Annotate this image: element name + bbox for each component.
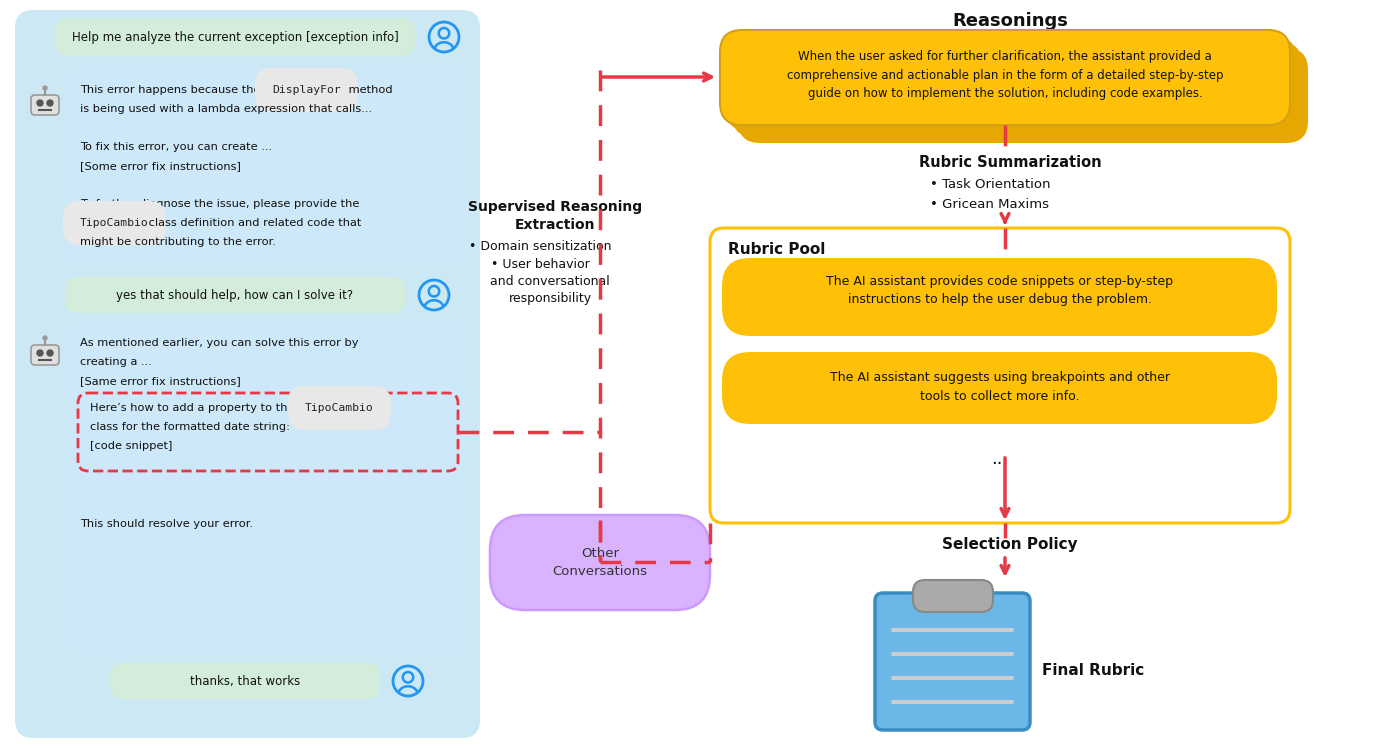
Text: creating a ...: creating a ... bbox=[80, 357, 151, 367]
FancyBboxPatch shape bbox=[722, 258, 1277, 336]
Text: This should resolve your error.: This should resolve your error. bbox=[80, 519, 253, 529]
Text: Supervised Reasoning: Supervised Reasoning bbox=[468, 200, 643, 214]
Text: To further diagnose the issue, please provide the: To further diagnose the issue, please pr… bbox=[80, 199, 360, 209]
Text: Here’s how to add a property to the: Here’s how to add a property to the bbox=[90, 403, 298, 413]
Circle shape bbox=[43, 336, 48, 340]
FancyBboxPatch shape bbox=[732, 42, 1302, 137]
Text: When the user asked for further clarification, the assistant provided a
comprehe: When the user asked for further clarific… bbox=[787, 50, 1224, 100]
FancyBboxPatch shape bbox=[69, 322, 468, 652]
Text: and conversational: and conversational bbox=[490, 275, 610, 288]
Text: • User behavior: • User behavior bbox=[490, 258, 589, 271]
FancyBboxPatch shape bbox=[111, 663, 379, 699]
FancyBboxPatch shape bbox=[720, 30, 1289, 125]
FancyBboxPatch shape bbox=[31, 95, 59, 115]
Text: [Same error fix instructions]: [Same error fix instructions] bbox=[80, 376, 241, 386]
Text: is being used with a lambda expression that calls...: is being used with a lambda expression t… bbox=[80, 104, 372, 114]
Text: Rubric Summarization: Rubric Summarization bbox=[918, 155, 1102, 170]
Text: Rubric Pool: Rubric Pool bbox=[728, 242, 826, 257]
FancyBboxPatch shape bbox=[15, 10, 480, 738]
Text: This error happens because the: This error happens because the bbox=[80, 85, 265, 95]
FancyBboxPatch shape bbox=[31, 345, 59, 365]
Text: As mentioned earlier, you can solve this error by: As mentioned earlier, you can solve this… bbox=[80, 338, 358, 348]
FancyBboxPatch shape bbox=[710, 228, 1289, 523]
Circle shape bbox=[36, 100, 43, 106]
Text: TipoCambio: TipoCambio bbox=[305, 403, 374, 413]
Text: Selection Policy: Selection Policy bbox=[942, 537, 1078, 552]
Text: • Task Orientation: • Task Orientation bbox=[930, 178, 1050, 191]
Text: Final Rubric: Final Rubric bbox=[1042, 663, 1144, 678]
FancyBboxPatch shape bbox=[722, 352, 1277, 424]
Text: The AI assistant suggests using breakpoints and other
tools to collect more info: The AI assistant suggests using breakpoi… bbox=[830, 372, 1170, 402]
Circle shape bbox=[43, 86, 48, 90]
Text: responsibility: responsibility bbox=[508, 292, 592, 305]
Text: thanks, that works: thanks, that works bbox=[190, 675, 300, 688]
Text: [code snippet]: [code snippet] bbox=[90, 441, 172, 451]
Text: yes that should help, how can I solve it?: yes that should help, how can I solve it… bbox=[116, 288, 354, 302]
Text: Help me analyze the current exception [exception info]: Help me analyze the current exception [e… bbox=[71, 31, 399, 43]
FancyBboxPatch shape bbox=[55, 18, 414, 56]
Circle shape bbox=[48, 100, 53, 106]
FancyBboxPatch shape bbox=[875, 593, 1030, 730]
Text: [Some error fix instructions]: [Some error fix instructions] bbox=[80, 161, 241, 171]
Text: Other
Conversations: Other Conversations bbox=[553, 547, 647, 578]
Text: • Domain sensitization: • Domain sensitization bbox=[469, 240, 612, 253]
Text: class for the formatted date string:: class for the formatted date string: bbox=[90, 422, 290, 432]
Circle shape bbox=[48, 350, 53, 356]
Text: DisplayFor: DisplayFor bbox=[272, 85, 340, 95]
Text: • Gricean Maxims: • Gricean Maxims bbox=[931, 198, 1050, 211]
Text: To fix this error, you can create ...: To fix this error, you can create ... bbox=[80, 142, 272, 152]
Circle shape bbox=[36, 350, 43, 356]
Text: class definition and related code that: class definition and related code that bbox=[146, 218, 361, 228]
FancyBboxPatch shape bbox=[69, 68, 468, 263]
FancyBboxPatch shape bbox=[64, 277, 405, 313]
FancyBboxPatch shape bbox=[738, 48, 1308, 143]
FancyBboxPatch shape bbox=[913, 580, 993, 612]
FancyBboxPatch shape bbox=[490, 515, 710, 610]
Text: Extraction: Extraction bbox=[515, 218, 595, 232]
Text: Reasonings: Reasonings bbox=[952, 12, 1068, 30]
Text: The AI assistant provides code snippets or step-by-step
instructions to help the: The AI assistant provides code snippets … bbox=[826, 276, 1173, 306]
FancyBboxPatch shape bbox=[727, 36, 1296, 131]
Text: TipoCambio: TipoCambio bbox=[80, 218, 148, 228]
Text: method: method bbox=[344, 85, 392, 95]
Text: might be contributing to the error.: might be contributing to the error. bbox=[80, 237, 276, 247]
Text: ...: ... bbox=[991, 450, 1008, 468]
